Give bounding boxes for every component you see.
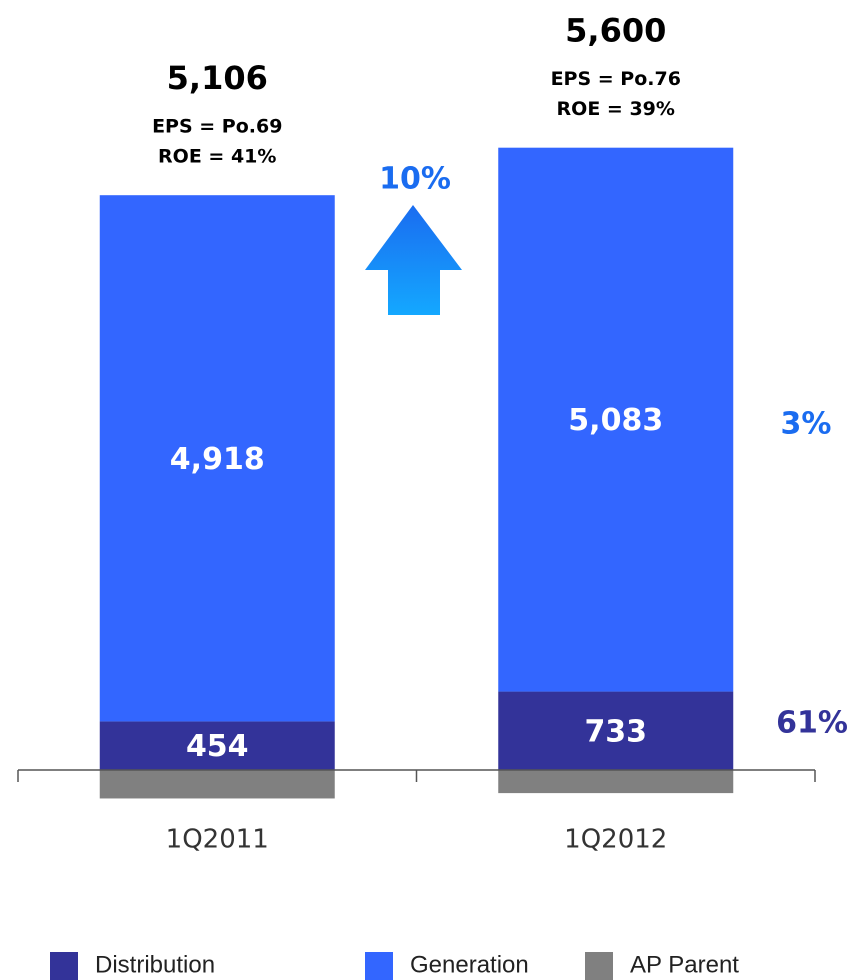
bar-segment	[99, 721, 335, 770]
note: ROE = 41%	[158, 146, 276, 168]
data-label: 733	[584, 714, 647, 749]
bar-segment	[99, 195, 335, 722]
legend-label: Generation	[410, 951, 529, 978]
data-label: 5,083	[568, 403, 663, 438]
bar-segment	[498, 147, 734, 692]
legend-label: AP Parent	[630, 951, 739, 978]
data-label: 4,918	[170, 442, 265, 477]
bar-segment	[99, 770, 335, 799]
growth-arrow	[365, 205, 462, 315]
total-label: 5,106	[167, 59, 268, 97]
note: ROE = 39%	[557, 98, 675, 120]
x-tick-label: 1Q2012	[564, 825, 667, 855]
note: EPS = Po.76	[551, 68, 681, 90]
growth-total: 10%	[379, 162, 451, 197]
growth-generation: 3%	[781, 407, 832, 442]
legend-swatch	[585, 952, 613, 980]
legend-label: Distribution	[95, 951, 215, 978]
data-label: 454	[186, 729, 249, 764]
legend-swatch	[50, 952, 78, 980]
growth-distribution: 61%	[776, 706, 848, 741]
bar-segment	[498, 770, 734, 794]
x-tick-label: 1Q2011	[166, 825, 269, 855]
note: EPS = Po.69	[152, 116, 282, 138]
total-label: 5,600	[565, 12, 666, 50]
bar-segment	[498, 691, 734, 770]
legend-swatch	[365, 952, 393, 980]
